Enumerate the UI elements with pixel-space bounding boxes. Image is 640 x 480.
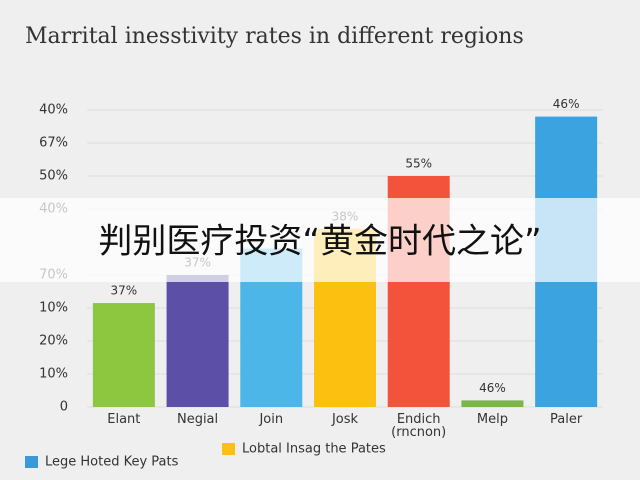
y-tick-label: 10% xyxy=(39,367,68,382)
bar-annotation: 46% xyxy=(479,381,506,395)
x-tick-label: Josk xyxy=(331,412,359,427)
x-tick-label: Paler xyxy=(550,412,583,427)
bar-annotation: 46% xyxy=(553,97,580,111)
x-tick-label: Elant xyxy=(107,412,141,427)
overlay-banner xyxy=(0,198,640,282)
legend-label: Lobtal Insag the Pates xyxy=(242,442,386,457)
y-tick-label: 20% xyxy=(39,334,68,349)
x-tick-label: Negial xyxy=(176,412,219,427)
chart-title: Marrital inesstivity rates in different … xyxy=(25,24,524,49)
y-tick-label: 0 xyxy=(60,400,68,415)
bar xyxy=(461,400,524,407)
x-tick-label: Melp xyxy=(476,412,508,427)
overlay-text: 判别医疗投资“黄金时代之论” xyxy=(98,222,541,262)
bar-annotation: 37% xyxy=(111,284,138,298)
x-tick-label: Endich (rncnon) xyxy=(391,412,447,440)
bar xyxy=(92,303,155,407)
x-tick-label: Join xyxy=(259,412,284,427)
y-tick-label: 50% xyxy=(39,169,68,184)
bar xyxy=(166,275,229,407)
y-tick-label: 40% xyxy=(39,103,68,118)
y-tick-label: 10% xyxy=(39,301,68,316)
bar-annotation: 55% xyxy=(405,157,432,171)
legend-swatch xyxy=(25,456,38,468)
legend-label: Lege Hoted Key Pats xyxy=(45,455,179,470)
y-tick-label: 67% xyxy=(39,136,68,151)
legend-swatch xyxy=(222,443,235,455)
